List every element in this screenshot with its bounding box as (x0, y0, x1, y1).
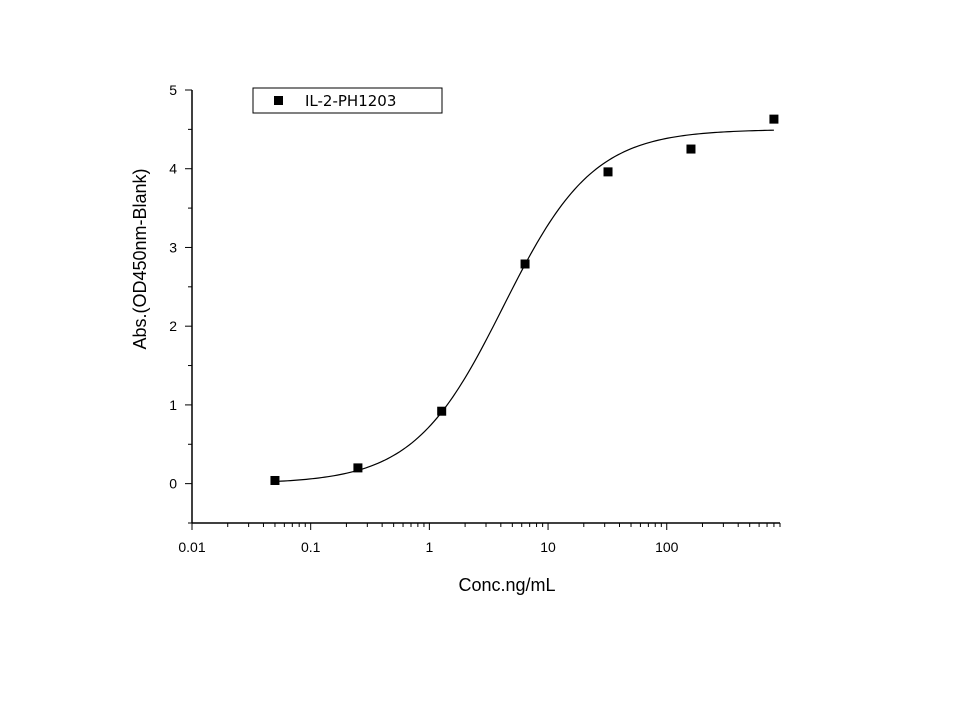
y-axis-title: Abs.(OD450nm-Blank) (130, 168, 150, 349)
y-tick-label: 0 (169, 476, 177, 492)
data-point (520, 259, 530, 269)
fit-curve (274, 129, 774, 483)
y-tick-label: 1 (169, 397, 177, 413)
x-tick-label: 10 (540, 539, 556, 555)
series-layer (270, 114, 779, 485)
data-point (353, 463, 363, 473)
data-point (686, 144, 696, 154)
legend-box (252, 87, 443, 114)
x-tick-label: 100 (655, 539, 679, 555)
data-point (603, 167, 613, 177)
x-tick-label: 0.01 (178, 539, 205, 555)
x-axis-title: Conc.ng/mL (458, 575, 555, 595)
y-axis: 0 1 2 3 4 5 (169, 82, 193, 524)
legend-marker (274, 96, 283, 105)
data-point (270, 475, 280, 485)
y-tick-label: 4 (169, 161, 177, 177)
x-tick-label: 0.1 (301, 539, 321, 555)
legend-label: IL-2-PH1203 (305, 92, 396, 110)
y-tick-label: 5 (169, 82, 177, 98)
y-tick-label: 2 (169, 318, 177, 334)
x-axis: 0.01 0.1 1 10 100 (178, 522, 781, 555)
data-point (769, 114, 779, 124)
y-tick-label: 3 (169, 239, 177, 255)
legend: IL-2-PH1203 (252, 87, 443, 114)
data-point (437, 406, 447, 416)
x-tick-label: 1 (425, 539, 433, 555)
